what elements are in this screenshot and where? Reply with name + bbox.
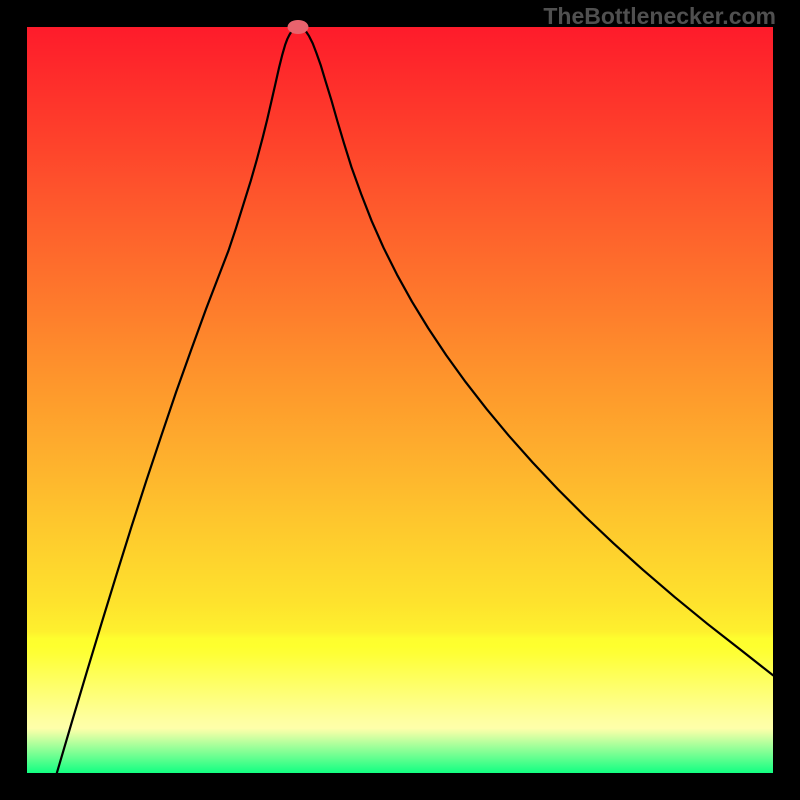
chart-container: TheBottlenecker.com bbox=[0, 0, 800, 800]
bottleneck-curve bbox=[27, 27, 773, 773]
watermark-text: TheBottlenecker.com bbox=[543, 3, 776, 30]
optimal-point-marker bbox=[287, 20, 308, 34]
plot-area bbox=[27, 27, 773, 773]
